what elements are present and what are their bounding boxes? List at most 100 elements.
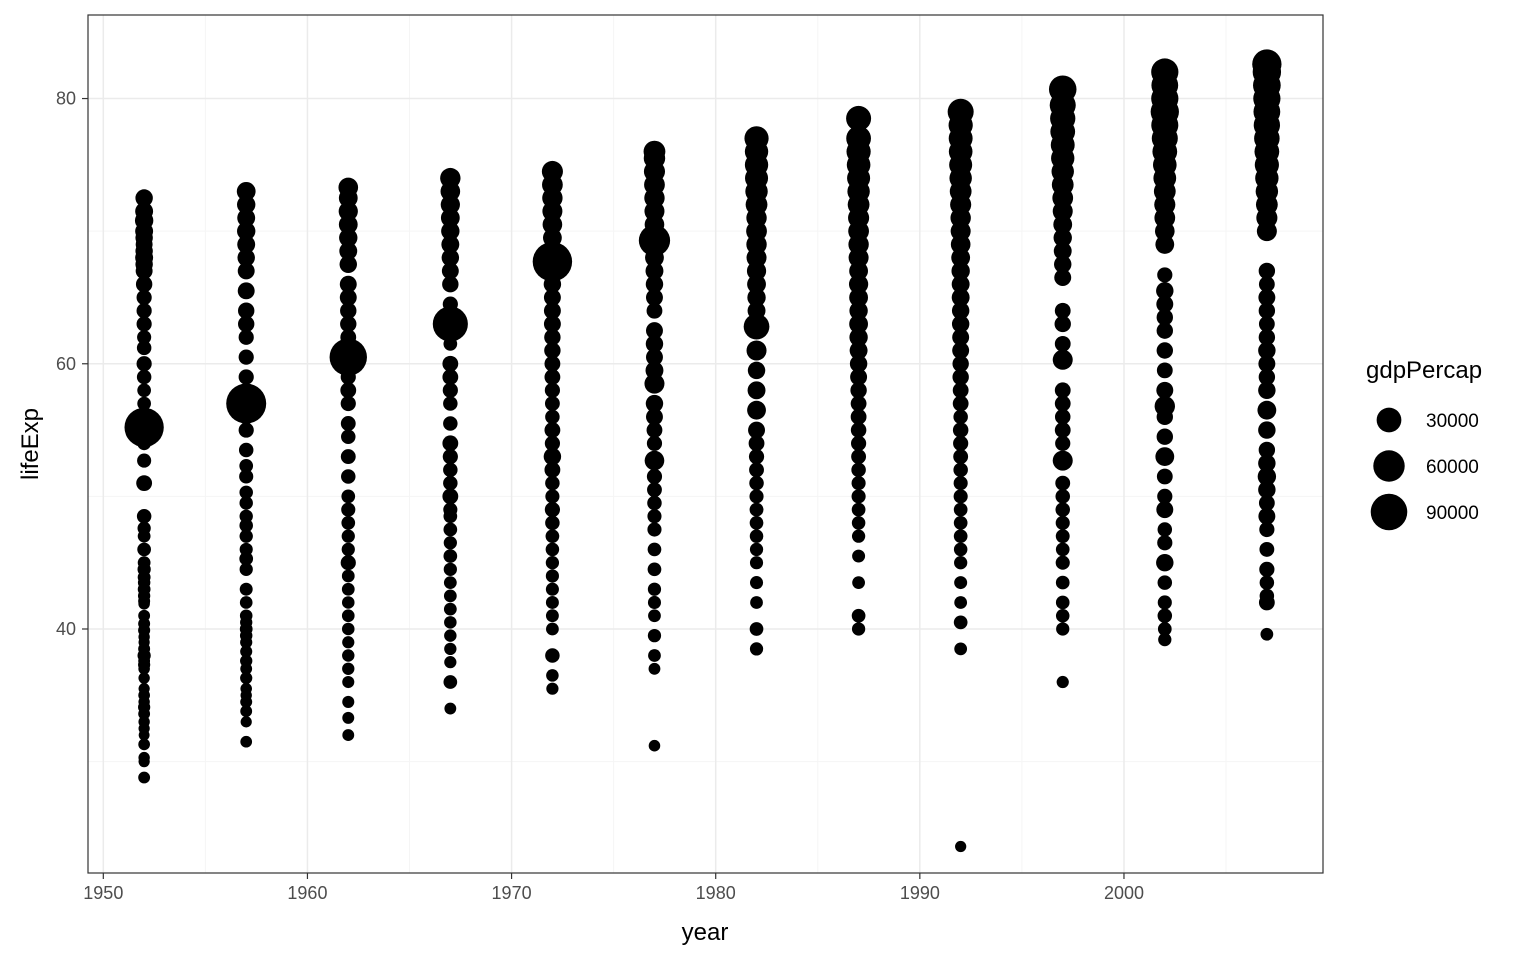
data-point [953, 516, 968, 530]
data-point [743, 313, 770, 340]
data-point [441, 221, 460, 241]
data-point [339, 288, 357, 306]
data-point [1056, 622, 1070, 636]
data-point [849, 288, 869, 307]
data-point [749, 542, 764, 557]
data-point [1257, 467, 1277, 486]
data-point [1258, 288, 1276, 306]
data-point [851, 489, 866, 504]
data-point [953, 615, 968, 630]
data-point [1258, 495, 1275, 511]
data-point [749, 475, 764, 491]
data-point [1156, 282, 1174, 300]
data-point [546, 669, 559, 682]
data-point [137, 542, 151, 557]
data-point [1053, 228, 1072, 247]
data-point [1258, 368, 1276, 386]
data-point [749, 489, 764, 504]
data-point [442, 296, 458, 312]
data-point [138, 609, 151, 622]
data-point [1258, 262, 1276, 280]
data-point [342, 675, 355, 689]
data-point [1054, 395, 1071, 412]
data-point [749, 516, 764, 530]
data-point [443, 462, 458, 478]
data-point [850, 368, 868, 386]
y-tick-label: 80 [56, 89, 76, 109]
data-point [849, 355, 868, 373]
data-point [1054, 335, 1071, 352]
data-point [545, 529, 560, 544]
data-point [647, 542, 662, 557]
data-point [748, 421, 766, 439]
data-point [544, 369, 561, 385]
data-point [1054, 382, 1071, 399]
data-point [342, 636, 355, 649]
data-point [443, 602, 457, 616]
data-point [1259, 521, 1275, 538]
data-point [947, 98, 974, 125]
data-point [648, 662, 661, 675]
data-point [544, 329, 561, 346]
data-point [648, 649, 661, 662]
data-point [239, 529, 253, 543]
data-point [1055, 529, 1070, 544]
x-axis-ticks: 1950 1960 1970 1980 1990 2000 [83, 873, 1144, 903]
data-point [1157, 595, 1172, 610]
data-point [340, 416, 356, 431]
data-point [953, 449, 969, 465]
data-point [543, 288, 561, 306]
data-point [240, 716, 252, 728]
data-point [239, 609, 253, 623]
data-point [1258, 341, 1276, 360]
data-point [441, 248, 460, 267]
data-point [951, 315, 970, 333]
data-point [1258, 381, 1276, 400]
data-point [850, 382, 867, 399]
data-point [441, 235, 460, 254]
data-point [442, 276, 459, 293]
data-point [532, 241, 573, 282]
x-tick-label: 1980 [696, 883, 736, 903]
data-point [1157, 535, 1173, 551]
data-point [238, 369, 254, 385]
data-point [954, 556, 968, 570]
data-point [850, 408, 867, 425]
data-point [237, 248, 255, 267]
data-point [1055, 595, 1070, 610]
data-point [443, 396, 458, 411]
legend-keys: 30000 60000 90000 [1370, 407, 1479, 531]
data-point [644, 373, 665, 394]
data-point [850, 422, 867, 438]
data-point [749, 462, 764, 478]
data-point [647, 562, 662, 577]
data-point [1054, 255, 1072, 274]
panel-border [87, 14, 1324, 874]
data-point [1052, 450, 1073, 471]
data-point [238, 315, 255, 333]
data-point [952, 382, 969, 399]
data-point [749, 502, 764, 517]
x-axis-title: year [682, 919, 729, 946]
data-point [1055, 608, 1070, 623]
data-point [135, 189, 153, 207]
data-point [239, 509, 253, 523]
data-point [645, 261, 664, 280]
data-point [748, 449, 765, 465]
data-point [237, 262, 255, 280]
data-point [138, 672, 150, 684]
data-point [1156, 362, 1173, 379]
data-point [138, 771, 151, 784]
data-point [1055, 555, 1070, 570]
data-point [1054, 409, 1071, 425]
data-point [746, 340, 767, 361]
data-point [441, 262, 459, 280]
data-point [341, 622, 355, 636]
data-point [341, 569, 355, 583]
data-point [1157, 608, 1173, 623]
data-point [1048, 75, 1077, 104]
legend-key-label: 30000 [1426, 411, 1479, 432]
data-point [952, 355, 969, 372]
data-point [443, 576, 457, 589]
